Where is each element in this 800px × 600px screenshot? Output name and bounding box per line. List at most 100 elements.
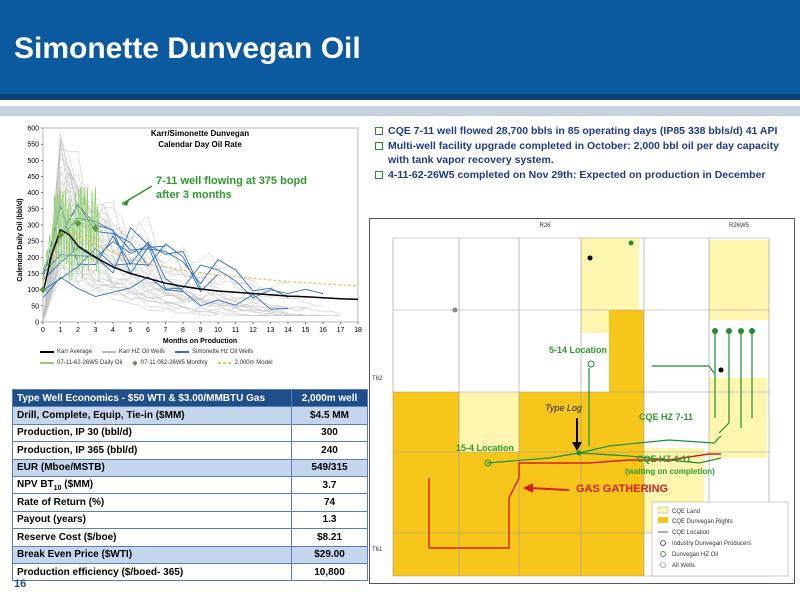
map-legend-cqe-location: CQE Location [672,530,709,536]
chart-legend: Karr Average Karr HZ Oil Wells Simonette… [40,346,368,368]
x-tick-label: 4 [111,327,115,334]
map-legend: CQE Land CQE Dunvegan Rights CQE Locatio… [651,501,789,577]
chart-annotation-line-2: after 3 months [156,189,232,201]
table-header-row: Type Well Economics - $50 WTI & $3.00/MM… [12,388,368,408]
x-tick-label: 12 [249,327,257,334]
bullet-list: CQE 7-11 well flowed 28,700 bbls in 85 o… [375,124,795,183]
label-type-log: Type Log [545,403,582,413]
karr-hz-well-line [42,197,201,323]
economics-table: Type Well Economics - $50 WTI & $3.00/MM… [12,388,368,582]
karr-hz-well-line [42,152,306,323]
model-2000m-line [42,230,359,287]
gas-gathering-arrow [528,487,570,491]
table-row: NPV BT10 ($MM) 3.7 [12,475,368,495]
legend-item-karr-average: Karr Average [40,349,92,355]
table-row: Rate of Return (%) 74 [12,493,368,512]
checkbox-bullet-icon [375,127,383,135]
y-tick-label: 600 [27,126,39,133]
well-markers [452,240,755,467]
x-tick-label: 16 [319,327,327,334]
x-tick-label: 8 [181,327,185,334]
karr-hz-well-line [42,267,184,323]
page-number: 16 [14,578,27,590]
map-legend-industry-producers: Industry Dunvegan Producers [672,541,751,547]
monthly-711-marker [74,219,82,227]
karr-hz-well-line [42,251,341,323]
table-row: Production, IP 30 (bbl/d) 300 [12,423,368,443]
karr-hz-well-line [42,170,323,323]
x-tick-label: 2 [76,327,80,334]
township-label-t61: T61 [372,547,383,553]
title-bar: Simonette Dunvegan Oil [0,0,800,100]
label-waiting-on-completion: (waiting on completion) [625,467,715,476]
x-axis-label: Months on Production [163,338,237,345]
karr-hz-well-line [42,166,324,323]
y-tick-label: 450 [27,174,39,181]
cqe-rights-parcel [519,392,644,576]
cqe-land-parcel [709,240,769,320]
chart-subtitle: Calendar Day Oil Rate [158,140,242,149]
table-header-value: 2,000m well [291,388,368,408]
x-tick-label: 6 [146,327,150,334]
page-title: Simonette Dunvegan Oil [14,32,361,65]
simonette-hz-well-line [42,276,289,310]
chart-annotation-line-1: 7-11 well flowing at 375 bopd [156,175,307,187]
bullet-item: 4-11-62-26W5 completed on Nov 29th: Expe… [375,168,795,182]
x-tick-label: 0 [41,327,45,334]
table-row: EUR (Mboe/MSTB) 549/315 [12,458,368,477]
monthly-711-marker [57,231,64,239]
karr-hz-well-line [42,258,271,323]
y-tick-label: 550 [27,142,39,149]
range-label-r26w5: R26W5 [729,223,750,229]
y-tick-label: 350 [27,206,39,213]
x-tick-label: 18 [354,327,362,334]
table-row: Production, IP 365 (bbl/d) 240 [12,441,368,460]
karr-average-line [42,228,359,301]
simonette-hz-well-line [42,203,219,293]
y-axis-label: Calendar Daily Oil (bbl/d) [17,198,24,281]
karr-hz-well-line [42,272,114,323]
table-row: Reserve Cost ($/boe) $8.21 [12,528,368,547]
table-header-label: Type Well Economics - $50 WTI & $3.00/MM… [12,388,292,408]
y-tick-label: 400 [27,190,39,197]
y-tick-label: 50 [31,303,39,310]
header-divider [0,106,800,116]
y-tick-label: 300 [27,223,39,230]
map-legend-cqe-rights: CQE Dunvegan Rights [672,519,733,525]
range-label-r26: R26 [539,223,551,229]
label-15-4-location: 15-4 Location [456,443,514,453]
x-tick-label: 10 [214,327,222,334]
x-tick-label: 14 [284,327,292,334]
x-tick-label: 3 [94,327,98,334]
gas-gathering-arrowhead [523,483,533,493]
bullet-item: CQE 7-11 well flowed 28,700 bbls in 85 o… [375,124,795,138]
monthly-711-marker [39,286,47,294]
y-tick-label: 100 [27,287,39,294]
map-legend-all-wells: All Wells [672,563,695,569]
cqe-land-parcel [459,392,519,452]
gas-gathering-line [428,453,721,549]
township-grid [392,237,770,577]
label-5-14-location: 5-14 Location [549,345,607,355]
simonette-hz-well-line [42,217,289,298]
legend-item-simonette-hz: Simonette Hz Oil Wells [175,349,253,355]
township-label-t62: T62 [372,376,383,382]
type-log-arrowhead [572,442,582,451]
table-row: Drill, Complete, Equip, Tie-in ($MM) $4.5… [12,406,368,425]
cqe-land-parcel [709,378,767,458]
map-legend-cqe-land: CQE Land [672,509,700,515]
land-map: R26 R26W5 T62 T61 [369,218,795,584]
table-row: Break Even Price ($WTI) $29.00 [12,545,368,564]
cqe-rights-parcel [393,392,459,576]
legend-item-711-daily: 07-11-62-26W5 Daily Oil [40,360,122,366]
x-tick-label: 5 [129,327,133,334]
label-cqe-hz-4-11: CQE HZ 4-11 [637,454,691,464]
x-tick-label: 17 [337,327,345,334]
x-tick-label: 1 [59,327,63,334]
x-tick-label: 13 [267,327,275,334]
cqe-land-parcel [459,452,519,576]
annotation-arrowhead [122,198,130,206]
chart-title: Karr/Simonette Dunvegan [151,129,249,138]
